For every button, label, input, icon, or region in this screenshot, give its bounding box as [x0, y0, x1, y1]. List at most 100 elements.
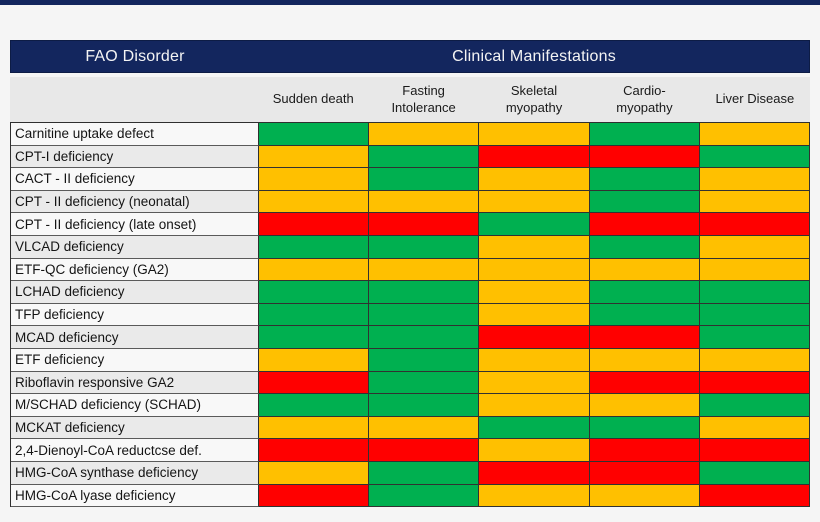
- severity-cell-sudden-death-yellow: [259, 416, 370, 440]
- severity-cell-cardio-myopathy-yellow: [589, 484, 700, 508]
- table-row: ETF deficiency: [11, 348, 811, 372]
- severity-cell-fasting-intolerance-yellow: [369, 416, 480, 440]
- table-row: VLCAD deficiency: [11, 235, 811, 259]
- severity-cell-cardio-myopathy-yellow: [589, 258, 700, 282]
- severity-cell-skeletal-myopathy-red: [479, 461, 590, 485]
- severity-cell-cardio-myopathy-green: [589, 235, 700, 259]
- severity-cell-cardio-myopathy-red: [589, 371, 700, 395]
- severity-cell-fasting-intolerance-green: [369, 461, 480, 485]
- severity-cell-fasting-intolerance-green: [369, 484, 480, 508]
- severity-cell-skeletal-myopathy-yellow: [479, 484, 590, 508]
- severity-cell-fasting-intolerance-green: [369, 281, 480, 304]
- severity-cell-fasting-intolerance-green: [369, 326, 480, 349]
- severity-cell-fasting-intolerance-green: [369, 303, 480, 327]
- severity-cell-sudden-death-red: [259, 371, 370, 395]
- disorder-label: CPT - II deficiency (neonatal): [11, 190, 259, 214]
- top-border-strip: [0, 0, 820, 5]
- table-row: 2,4-Dienoyl-CoA reductcse def.: [11, 439, 811, 462]
- severity-cell-fasting-intolerance-green: [369, 168, 480, 191]
- severity-cell-cardio-myopathy-green: [589, 416, 700, 440]
- severity-cell-fasting-intolerance-yellow: [369, 258, 480, 282]
- disorder-label: TFP deficiency: [11, 303, 259, 327]
- severity-cell-skeletal-myopathy-red: [479, 145, 590, 169]
- disorder-label: CPT - II deficiency (late onset): [11, 213, 259, 236]
- severity-cell-liver-disease-yellow: [699, 168, 811, 191]
- severity-cell-skeletal-myopathy-yellow: [479, 168, 590, 191]
- disorder-label: M/SCHAD deficiency (SCHAD): [11, 394, 259, 417]
- severity-cell-skeletal-myopathy-green: [479, 213, 590, 236]
- disorder-label: ETF-QC deficiency (GA2): [11, 258, 259, 282]
- severity-cell-cardio-myopathy-green: [589, 281, 700, 304]
- severity-cell-skeletal-myopathy-yellow: [479, 439, 590, 462]
- col-header-liver-disease: Liver Disease: [715, 91, 795, 107]
- disorder-label: VLCAD deficiency: [11, 235, 259, 259]
- col-header-sudden-death: Sudden death: [272, 91, 354, 107]
- disorder-label: Carnitine uptake defect: [11, 123, 259, 146]
- severity-cell-sudden-death-yellow: [259, 168, 370, 191]
- severity-cell-liver-disease-red: [699, 439, 811, 462]
- severity-cell-skeletal-myopathy-yellow: [479, 371, 590, 395]
- severity-cell-sudden-death-yellow: [259, 145, 370, 169]
- disorder-label: MCKAT deficiency: [11, 416, 259, 440]
- table-row: ETF-QC deficiency (GA2): [11, 258, 811, 282]
- severity-cell-liver-disease-yellow: [699, 348, 811, 372]
- severity-cell-sudden-death-green: [259, 123, 370, 146]
- table-row: LCHAD deficiency: [11, 281, 811, 304]
- severity-cell-liver-disease-green: [699, 145, 811, 169]
- severity-cell-cardio-myopathy-green: [589, 303, 700, 327]
- severity-cell-skeletal-myopathy-yellow: [479, 348, 590, 372]
- severity-cell-liver-disease-green: [699, 394, 811, 417]
- severity-cell-sudden-death-yellow: [259, 258, 370, 282]
- table-row: CPT-I deficiency: [11, 145, 811, 169]
- disorder-label: LCHAD deficiency: [11, 281, 259, 304]
- severity-cell-cardio-myopathy-green: [589, 123, 700, 146]
- severity-cell-liver-disease-red: [699, 484, 811, 508]
- severity-cell-cardio-myopathy-green: [589, 190, 700, 214]
- severity-cell-liver-disease-green: [699, 326, 811, 349]
- table-title-bar: FAO Disorder Clinical Manifestations: [10, 40, 810, 73]
- disorder-label: MCAD deficiency: [11, 326, 259, 349]
- table-row: MCKAT deficiency: [11, 416, 811, 440]
- severity-cell-skeletal-myopathy-yellow: [479, 281, 590, 304]
- severity-cell-liver-disease-yellow: [699, 416, 811, 440]
- severity-cell-skeletal-myopathy-yellow: [479, 394, 590, 417]
- severity-cell-cardio-myopathy-red: [589, 145, 700, 169]
- severity-cell-cardio-myopathy-red: [589, 213, 700, 236]
- table-row: CPT - II deficiency (late onset): [11, 213, 811, 236]
- table-row: MCAD deficiency: [11, 326, 811, 349]
- severity-cell-fasting-intolerance-green: [369, 371, 480, 395]
- disorder-label: CACT - II deficiency: [11, 168, 259, 191]
- disorder-label: HMG-CoA synthase deficiency: [11, 461, 259, 485]
- severity-cell-sudden-death-yellow: [259, 348, 370, 372]
- severity-cell-cardio-myopathy-red: [589, 326, 700, 349]
- severity-cell-liver-disease-green: [699, 303, 811, 327]
- severity-cell-sudden-death-green: [259, 281, 370, 304]
- fao-disorder-title: FAO Disorder: [85, 47, 185, 65]
- label-column-spacer: [10, 77, 258, 122]
- severity-cell-fasting-intolerance-green: [369, 348, 480, 372]
- severity-cell-sudden-death-yellow: [259, 461, 370, 485]
- severity-cell-liver-disease-yellow: [699, 123, 811, 146]
- severity-cell-fasting-intolerance-green: [369, 235, 480, 259]
- severity-cell-fasting-intolerance-red: [369, 213, 480, 236]
- severity-cell-liver-disease-yellow: [699, 190, 811, 214]
- col-header-fasting-intolerance: Fasting Intolerance: [391, 82, 456, 115]
- severity-cell-sudden-death-green: [259, 394, 370, 417]
- table-row: HMG-CoA lyase deficiency: [11, 484, 811, 508]
- severity-cell-fasting-intolerance-yellow: [369, 123, 480, 146]
- severity-cell-skeletal-myopathy-yellow: [479, 123, 590, 146]
- severity-cell-fasting-intolerance-yellow: [369, 190, 480, 214]
- severity-cell-liver-disease-green: [699, 281, 811, 304]
- severity-cell-cardio-myopathy-green: [589, 168, 700, 191]
- col-header-skeletal-myopathy: Skeletal myopathy: [505, 82, 563, 115]
- severity-cell-sudden-death-yellow: [259, 190, 370, 214]
- disorder-label: 2,4-Dienoyl-CoA reductcse def.: [11, 439, 259, 462]
- severity-cell-liver-disease-green: [699, 461, 811, 485]
- severity-cell-fasting-intolerance-green: [369, 145, 480, 169]
- table-row: Riboflavin responsive GA2: [11, 371, 811, 395]
- severity-cell-cardio-myopathy-red: [589, 439, 700, 462]
- severity-cell-sudden-death-green: [259, 235, 370, 259]
- severity-cell-sudden-death-green: [259, 326, 370, 349]
- disorder-label: HMG-CoA lyase deficiency: [11, 484, 259, 508]
- severity-cell-sudden-death-green: [259, 303, 370, 327]
